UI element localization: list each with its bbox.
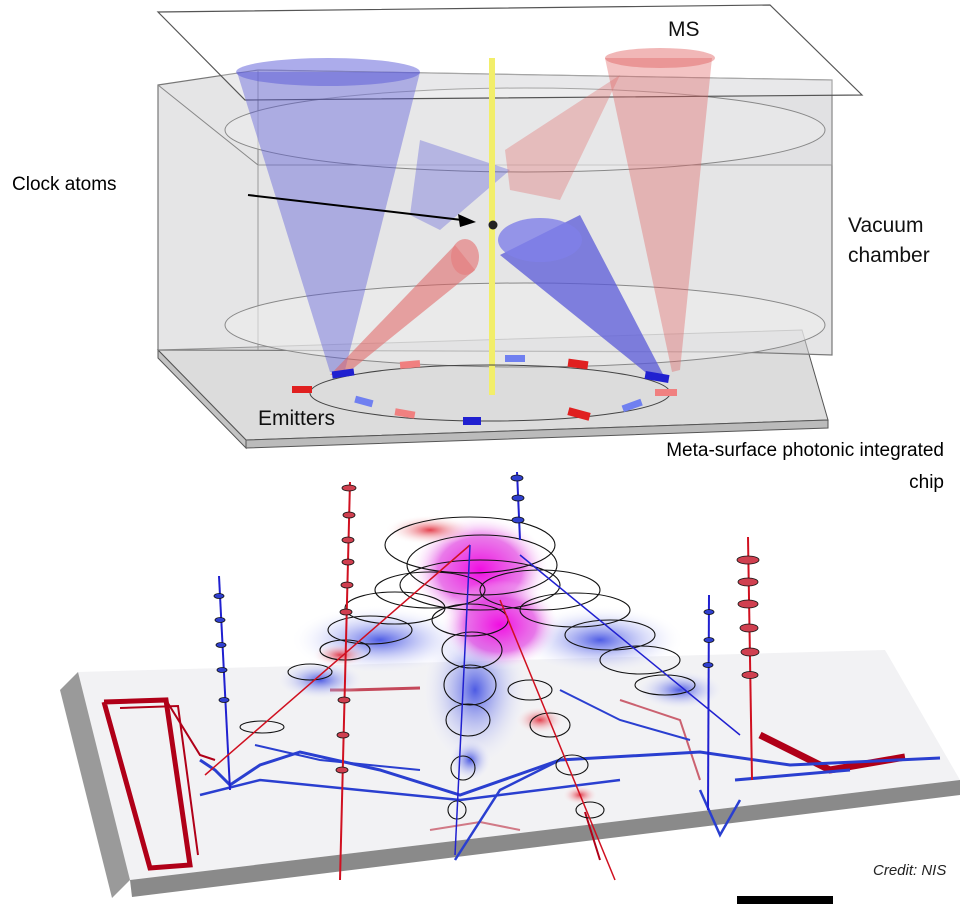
probe-line-diag-right (519, 554, 741, 736)
probe-line-blue-center (516, 471, 521, 541)
probe-line-red-left (339, 481, 351, 881)
photonic-chip-render (60, 471, 960, 904)
chip-slab-top (78, 650, 960, 880)
credit-label: Credit: NIS (873, 862, 946, 879)
emitter (394, 408, 416, 419)
emitter (644, 370, 670, 384)
probe-line-diag-left (204, 544, 471, 776)
clock-atoms-label: Clock atoms (12, 174, 117, 195)
clock-atoms-arrow (247, 194, 476, 227)
chip-slab-front (130, 780, 960, 897)
scale-bar (737, 896, 833, 904)
blue-beams (236, 58, 665, 380)
chip-label-line1: Meta-surface photonic integrated (666, 440, 944, 461)
emitter (292, 386, 312, 393)
ms-label: MS (668, 18, 700, 41)
emitter (567, 407, 591, 421)
clock-atom-dot (488, 220, 498, 230)
emitter (463, 417, 481, 425)
probe-beads (213, 474, 760, 774)
chamber-schematic: MS Clock atoms Vacuum chamber Emitters (12, 4, 930, 450)
emitter (399, 360, 421, 369)
emitter (354, 395, 374, 408)
red-beams (330, 48, 715, 375)
probe-line-red-right (747, 536, 753, 781)
vacuum-chamber-label-line1: Vacuum (848, 214, 923, 237)
emitter (655, 389, 677, 396)
vacuum-chamber-label-line2: chamber (848, 244, 930, 267)
probe-line-red-down (499, 599, 616, 881)
emitter-ring (292, 355, 677, 425)
probe-line-center-down (454, 544, 471, 856)
blue-waveguides (199, 689, 941, 861)
chip-slab-left (60, 672, 130, 898)
probe-line-blue-right (707, 594, 710, 811)
emitter (331, 368, 355, 379)
emitter (621, 398, 643, 413)
probe-lines (204, 471, 753, 881)
emitters-label: Emitters (258, 407, 335, 430)
chip-label-line2: chip (909, 472, 944, 493)
emitter (567, 358, 589, 370)
emitter (505, 355, 525, 362)
